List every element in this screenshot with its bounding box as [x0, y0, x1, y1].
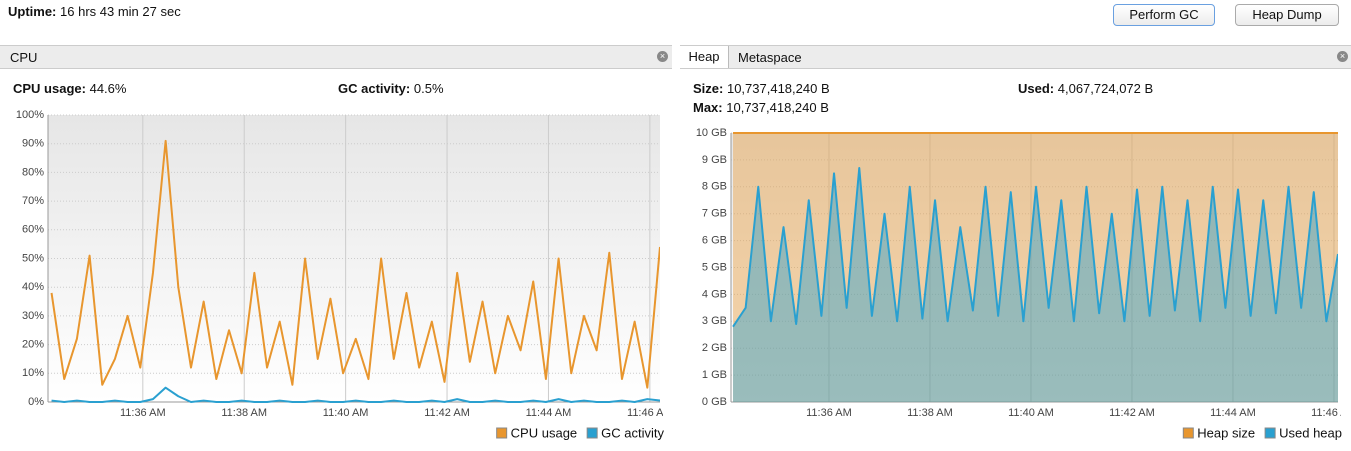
y-tick-label: 20% [22, 339, 44, 351]
y-tick-label: 10 GB [696, 127, 727, 139]
x-tick-label: 11:36 AM [120, 407, 166, 419]
y-tick-label: 8 GB [702, 181, 727, 193]
x-tick-label: 11:44 AM [526, 407, 572, 419]
x-tick-label: 11:46 AM [627, 407, 672, 419]
close-button[interactable]: × [1337, 51, 1348, 62]
stat: Used: 4,067,724,072 B [1018, 81, 1153, 96]
stat-label: GC activity: [338, 81, 411, 96]
y-tick-label: 3 GB [702, 315, 727, 327]
y-tick-label: 4 GB [702, 288, 727, 300]
legend-swatch [496, 427, 508, 439]
y-tick-label: 6 GB [702, 235, 727, 247]
stat: GC activity: 0.5% [338, 81, 444, 96]
metaspace-tab[interactable]: Metaspace [738, 50, 802, 65]
stat-value: 10,737,418,240 B [726, 81, 830, 96]
cpu-tab[interactable]: CPU [10, 50, 38, 65]
legend-swatch [586, 427, 598, 439]
stat-value: 10,737,418,240 B [726, 100, 829, 115]
line [50, 139, 660, 389]
x-tick-label: 11:42 AM [1109, 407, 1155, 419]
stat-value: 4,067,724,072 B [1057, 81, 1154, 96]
x-tick-label: 11:44 AM [1210, 407, 1256, 419]
legend-label: GC activity [601, 425, 664, 440]
y-tick-label: 70% [22, 195, 44, 207]
line [51, 386, 660, 403]
heap-tab[interactable]: Heap [680, 46, 729, 68]
close-button[interactable]: × [657, 51, 668, 62]
x-tick-label: 11:40 AM [323, 407, 369, 419]
y-tick-label: 2 GB [702, 342, 727, 354]
stat-value: 44.6% [89, 81, 127, 96]
stat-value: 0.5% [413, 81, 444, 96]
legend-label: Heap size [1197, 425, 1255, 440]
x-tick-label: 11:36 AM [806, 407, 852, 419]
y-tick-label: 0 GB [702, 396, 727, 408]
y-tick-label: 1 GB [702, 369, 727, 381]
y-tick-label: 7 GB [702, 208, 727, 220]
y-tick-label: 10% [22, 367, 44, 379]
uptime: Uptime: 16 hrs 43 min 27 sec [8, 4, 181, 19]
y-tick-label: 9 GB [702, 154, 727, 166]
stat: Max: 10,737,418,240 B [693, 100, 829, 115]
x-tick-label: 11:38 AM [907, 407, 953, 419]
y-tick-label: 80% [22, 166, 44, 178]
uptime-value: 16 hrs 43 min 27 sec [60, 4, 181, 19]
y-tick-label: 30% [22, 310, 44, 322]
x-tick-label: 11:38 AM [221, 407, 267, 419]
stat-label: Used: [1018, 81, 1055, 96]
cpu-tab-bar: CPU × [0, 45, 672, 69]
area [733, 167, 1338, 402]
stat-label: Max: [693, 100, 723, 115]
uptime-label: Uptime: [8, 4, 57, 19]
y-tick-label: 90% [22, 138, 44, 150]
heap-chart: 0 GB 1 GB 2 GB 3 GB 4 GB 5 GB 6 GB 7 GB 8 GB 9 GB… [696, 127, 1351, 441]
legend-swatch [1182, 427, 1194, 439]
x-tick-label: 11:46 AM [1311, 407, 1351, 419]
stat-label: CPU usage: [13, 81, 86, 96]
legend-label: Used heap [1279, 425, 1342, 440]
x-tick-label: 11:42 AM [424, 407, 470, 419]
line [732, 166, 1338, 328]
y-tick-label: 50% [22, 252, 44, 264]
perform-gc-button[interactable]: Perform GC [1113, 4, 1215, 26]
cpu-chart: 0% 10% 20% 30% 40% 50% 60% 70% 80% 90% 100% 11:36 A… [16, 109, 672, 441]
y-tick-label: 60% [22, 224, 44, 236]
x-tick-label: 11:40 AM [1008, 407, 1054, 419]
stat: Size: 10,737,418,240 B [693, 81, 830, 96]
legend-label: CPU usage [511, 425, 577, 440]
y-tick-label: 40% [22, 281, 44, 293]
y-tick-label: 0% [28, 396, 44, 408]
legend-swatch [1264, 427, 1276, 439]
heap-tab-bar: Heap Metaspace × [680, 45, 1351, 69]
y-tick-label: 5 GB [702, 261, 727, 273]
heap-dump-button[interactable]: Heap Dump [1235, 4, 1339, 26]
stat-label: Size: [693, 81, 724, 96]
y-tick-label: 100% [16, 109, 44, 121]
stat: CPU usage: 44.6% [13, 81, 126, 96]
